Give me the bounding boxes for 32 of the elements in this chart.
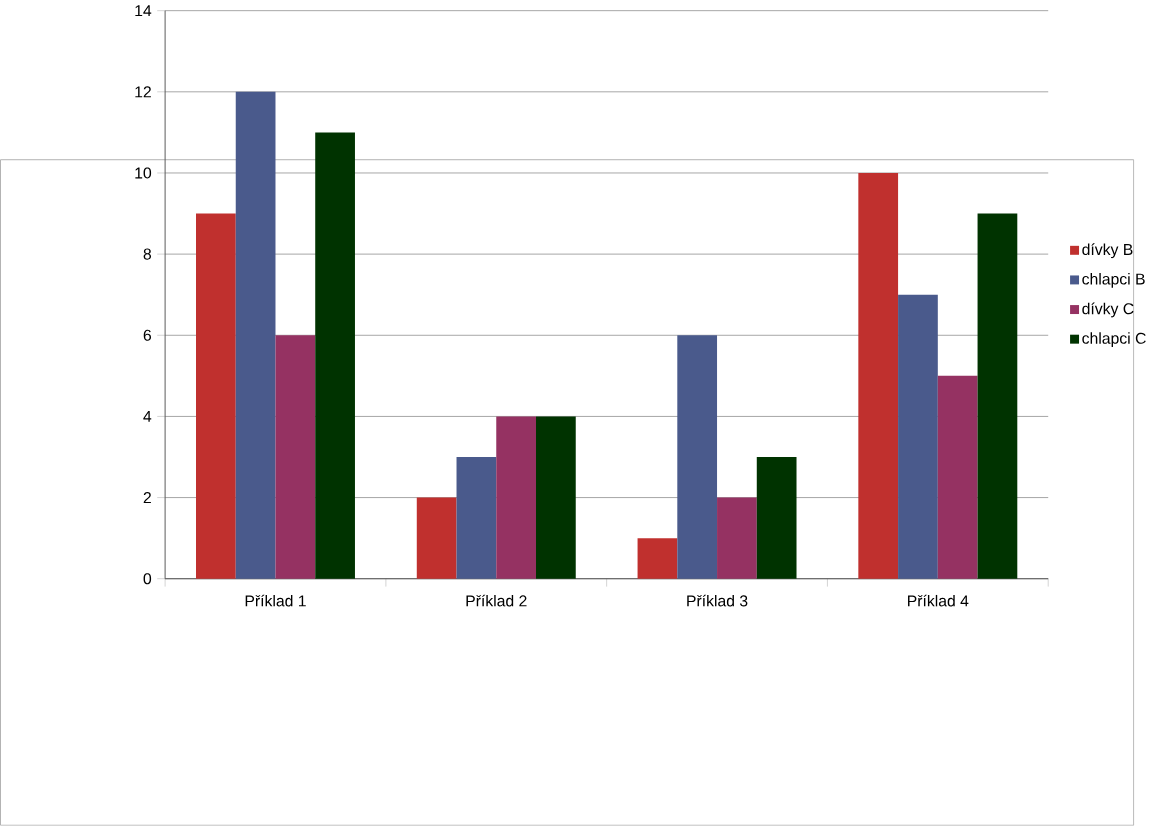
bar [496, 416, 536, 579]
bar [235, 91, 276, 579]
bar [677, 335, 718, 579]
bar [977, 213, 1018, 579]
bar [196, 213, 236, 579]
x-tick-label: Příklad 3 [687, 594, 748, 607]
y-tick-label: 2 [143, 492, 151, 504]
y-tick-label: 0 [143, 573, 152, 585]
y-tick-label: 4 [143, 411, 152, 422]
bar [416, 497, 457, 579]
legend-label: dívky B [1082, 243, 1133, 259]
y-tick-label: 6 [143, 329, 152, 341]
legend-label: chlapci B [1082, 273, 1145, 288]
y-tick-label: 12 [135, 86, 151, 98]
bar [536, 416, 576, 579]
bar [937, 375, 978, 579]
bar [898, 294, 938, 579]
x-tick-label: Příklad 2 [466, 594, 527, 607]
bar [858, 173, 899, 579]
bar [717, 497, 757, 579]
x-tick-label: Příklad 1 [245, 594, 306, 607]
x-tick-label: Příklad 4 [908, 594, 969, 607]
bar [637, 538, 678, 579]
y-tick-label: 10 [135, 167, 152, 179]
legend-label: chlapci C [1082, 332, 1146, 348]
bar [315, 132, 355, 579]
bar [275, 335, 316, 579]
bar [456, 457, 497, 579]
y-tick-label: 8 [143, 248, 152, 260]
legend-label: dívky C [1082, 302, 1134, 318]
y-tick-label: 14 [135, 5, 152, 17]
bar [756, 457, 797, 579]
